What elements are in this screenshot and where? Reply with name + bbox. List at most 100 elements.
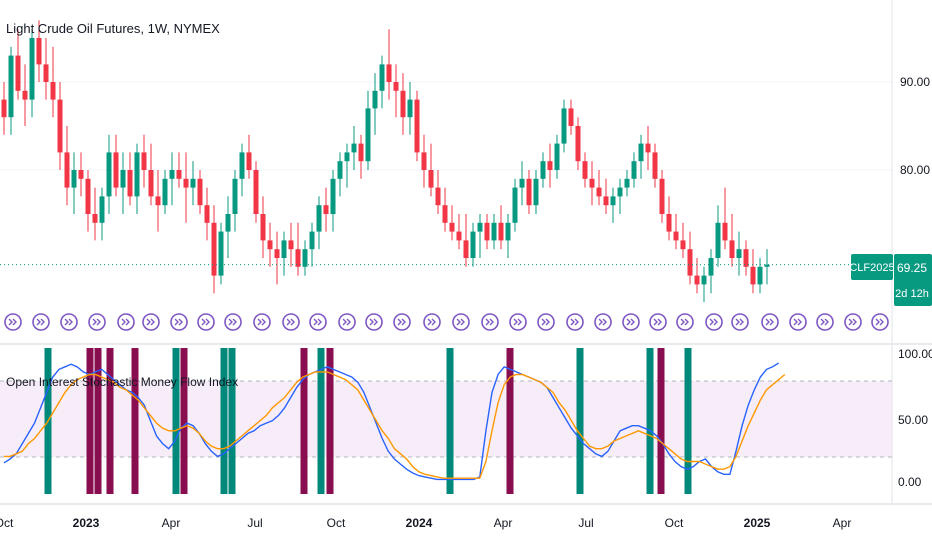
last-price-label: 69.25 [897, 261, 927, 275]
candle [757, 258, 763, 294]
price-tick-80: 80.00 [900, 163, 930, 177]
dev-icon[interactable] [309, 313, 327, 331]
dev-icon[interactable] [393, 313, 411, 331]
candle-body [85, 178, 91, 214]
candle [288, 222, 294, 267]
candle [106, 134, 112, 214]
candle-body [211, 222, 217, 276]
candle [379, 55, 385, 109]
dev-icon[interactable] [224, 313, 242, 331]
candle-body [190, 178, 196, 188]
dev-icon[interactable] [4, 313, 22, 331]
candle [463, 214, 469, 267]
candle [631, 152, 637, 188]
candle-body [435, 187, 441, 206]
dev-icon[interactable] [282, 313, 300, 331]
bullish-signal-bar [576, 348, 584, 494]
dev-icon[interactable] [537, 313, 555, 331]
candle-body [407, 99, 413, 118]
candle [624, 170, 630, 197]
bullish-signal-bar [220, 348, 228, 494]
dev-icon[interactable] [731, 313, 749, 331]
dev-icon[interactable] [253, 313, 271, 331]
time-axis: Oct 2023 Apr Jul Oct 2024 Apr Jul Oct 20… [0, 516, 851, 530]
candle-body [428, 170, 434, 188]
dev-icon[interactable] [170, 313, 188, 331]
dev-icon[interactable] [594, 313, 612, 331]
candle [162, 170, 168, 214]
candle [120, 152, 126, 214]
dev-icon[interactable] [566, 313, 584, 331]
candle-body [239, 152, 245, 179]
candle [645, 126, 651, 170]
candle [43, 38, 49, 100]
candle [22, 64, 28, 126]
dev-icon[interactable] [789, 313, 807, 331]
dev-icon[interactable] [117, 313, 135, 331]
candle-body [50, 82, 56, 100]
dev-icon[interactable] [676, 313, 694, 331]
candle-body [36, 38, 42, 65]
candle [36, 20, 42, 82]
candle [568, 99, 574, 135]
dev-icon[interactable] [60, 313, 78, 331]
dev-icon[interactable] [649, 313, 667, 331]
candle-body [393, 82, 399, 91]
dev-icon[interactable] [32, 313, 50, 331]
dev-icon[interactable] [365, 313, 383, 331]
candle [197, 170, 203, 214]
price-badge[interactable]: CLF2025 69.25 2d 12h [849, 254, 932, 306]
candle-body [267, 240, 273, 250]
candle-body [505, 222, 511, 241]
dev-icon[interactable] [481, 313, 499, 331]
dev-icon[interactable] [871, 313, 889, 331]
candle-body [456, 231, 462, 241]
dev-icon[interactable] [816, 313, 834, 331]
dev-icon[interactable] [423, 313, 441, 331]
candle [183, 152, 189, 223]
dev-icon[interactable] [509, 313, 527, 331]
time-label-oct-2023: Oct [327, 516, 346, 530]
dev-icon[interactable] [452, 313, 470, 331]
candle [358, 134, 364, 179]
candle [715, 205, 721, 267]
dev-icon[interactable] [622, 313, 640, 331]
candle-body [176, 170, 182, 179]
candle [260, 196, 266, 258]
candle [99, 187, 105, 241]
candle [176, 152, 182, 188]
candle-body [694, 275, 700, 285]
candle-body [512, 187, 518, 223]
candle [414, 90, 420, 162]
candle [421, 134, 427, 188]
time-label-apr-2024: Apr [494, 516, 513, 530]
dev-icon[interactable] [142, 313, 160, 331]
candle-body [631, 161, 637, 179]
candle [533, 170, 539, 214]
dev-icon[interactable] [88, 313, 106, 331]
candle [274, 231, 280, 285]
candle [134, 143, 140, 214]
dev-icon[interactable] [761, 313, 779, 331]
candle [603, 178, 609, 214]
bearish-signal-bar [326, 348, 334, 494]
dev-icon[interactable] [844, 313, 862, 331]
dev-icon[interactable] [705, 313, 723, 331]
candle [470, 222, 476, 267]
candle-body [218, 231, 224, 276]
candle [666, 196, 672, 241]
candle-body [701, 275, 707, 285]
candle-body [666, 214, 672, 232]
candle [701, 266, 707, 302]
candle-body [127, 170, 133, 197]
candle-body [554, 143, 560, 170]
dev-icon[interactable] [338, 313, 356, 331]
time-label-oct-2024: Oct [665, 516, 684, 530]
bearish-signal-bar [300, 348, 308, 494]
candle-body [491, 222, 497, 241]
dev-icon[interactable] [197, 313, 215, 331]
fast-line [3, 362, 780, 481]
candle [8, 46, 14, 135]
candle [78, 152, 84, 197]
